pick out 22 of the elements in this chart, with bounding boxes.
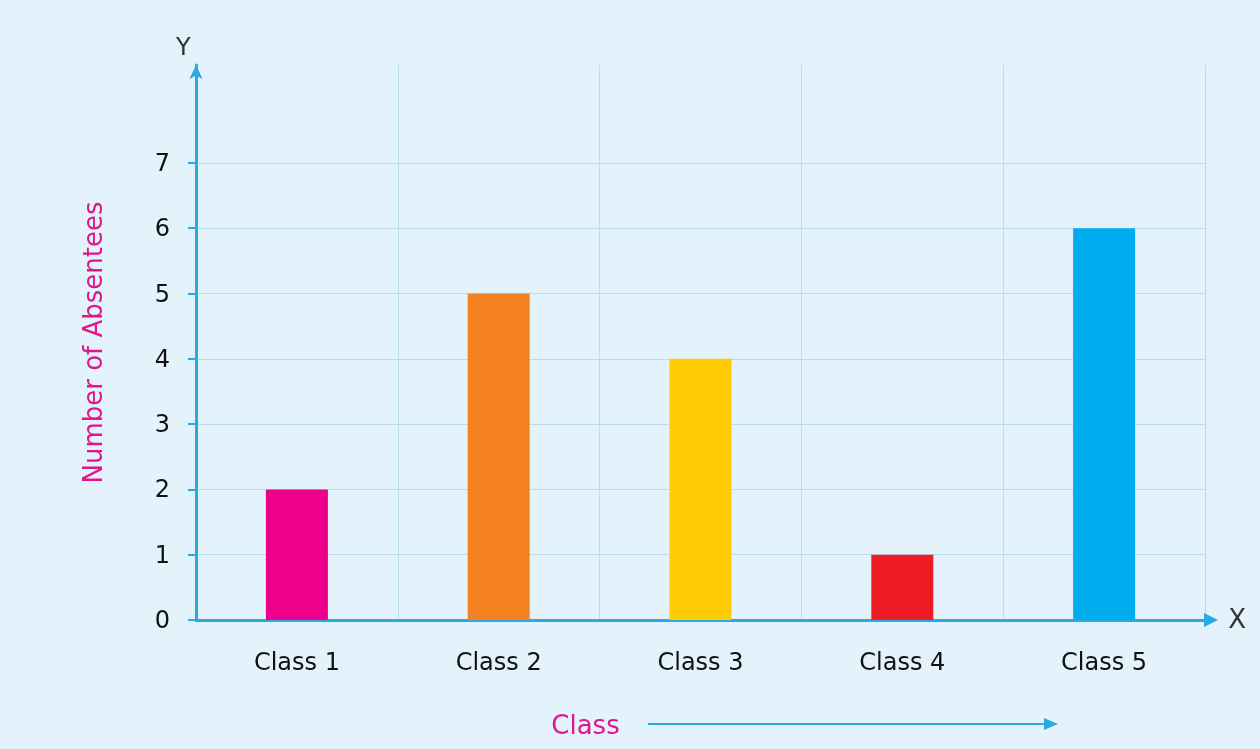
- text: X: [1228, 604, 1246, 634]
- y-tick-label: 2: [154, 475, 170, 504]
- x-tick-label: Class 2: [455, 648, 542, 676]
- text: Y: [175, 33, 191, 61]
- bar: [265, 489, 328, 620]
- x-tick-label: Class 4: [859, 648, 946, 676]
- y-tick-label: 4: [154, 344, 170, 373]
- y-tick-label: 0: [154, 606, 170, 634]
- x-axis-title: Class: [551, 710, 620, 740]
- y-tick-label: 7: [154, 148, 170, 177]
- y-tick-label: 3: [154, 410, 170, 439]
- bar: [467, 293, 530, 620]
- x-tick-label: Class 3: [657, 648, 744, 676]
- bar: [669, 358, 732, 620]
- y-tick-label: 5: [154, 279, 170, 308]
- x-tick-label: Class 1: [253, 648, 340, 676]
- y-tick-label: 6: [154, 214, 170, 243]
- bar: [1073, 228, 1136, 620]
- bar: [871, 554, 934, 620]
- y-axis-title: Number of Absentees: [78, 201, 108, 484]
- x-tick-label: Class 5: [1061, 648, 1148, 676]
- y-tick-label: 1: [154, 540, 170, 569]
